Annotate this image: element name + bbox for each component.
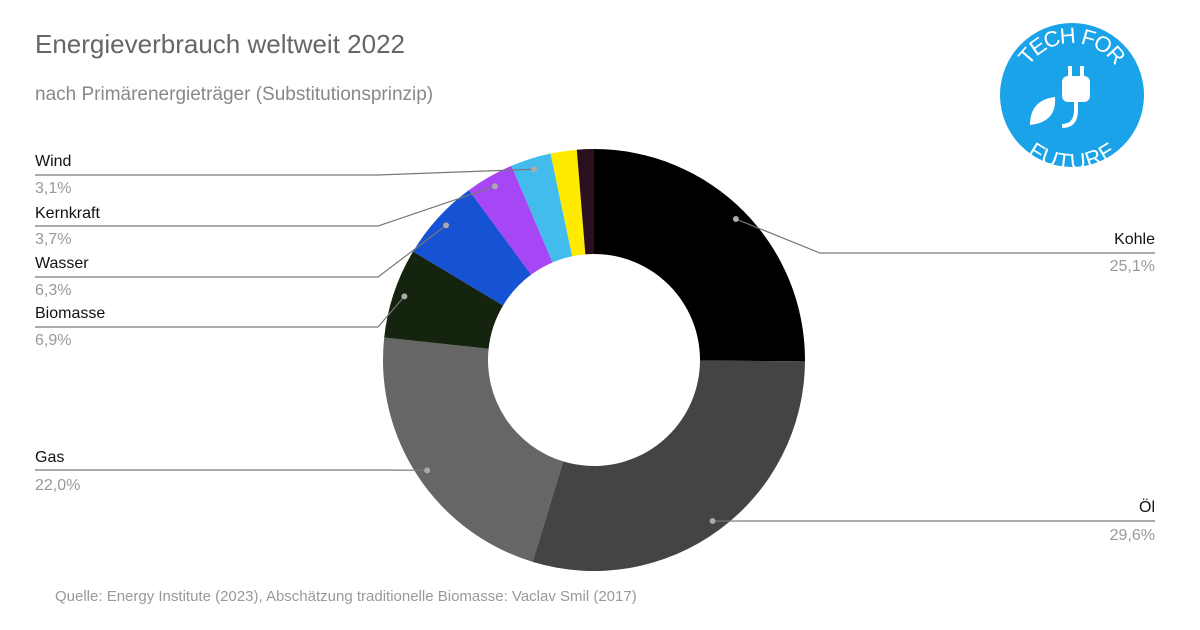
chart-subtitle: nach Primärenergieträger (Substitutionsp… — [35, 84, 433, 105]
leader-line — [35, 224, 447, 278]
leader-dot — [732, 216, 739, 223]
chart-title: Energieverbrauch weltweit 2022 — [35, 29, 405, 59]
donut-segment — [550, 149, 586, 257]
donut-segment — [383, 337, 564, 562]
donut-segment — [594, 149, 805, 362]
source: Quelle: Energy Institute (2023), Abschät… — [55, 588, 637, 605]
segment-label: Wasser — [35, 255, 89, 272]
logo-leaf — [1030, 97, 1056, 125]
leader-line — [735, 218, 1155, 254]
leader-line — [35, 168, 535, 176]
value-label: 25,1% — [1110, 258, 1155, 275]
value-label: 6,3% — [35, 282, 71, 299]
leader-line — [35, 185, 496, 227]
donut-segment — [532, 360, 805, 571]
leader-dot — [491, 183, 498, 190]
logo-icon — [1061, 66, 1090, 128]
segment-label: Biomasse — [35, 305, 105, 322]
leader-dot — [709, 518, 716, 525]
value-label: 3,7% — [35, 231, 71, 248]
segment-label: Öl — [1139, 498, 1155, 516]
segment-label: Kohle — [1114, 231, 1155, 248]
leader-dot — [401, 293, 408, 300]
value-label: 22,0% — [35, 477, 80, 494]
leader-line — [35, 296, 405, 328]
leader-dot — [530, 166, 537, 173]
value-label: 6,9% — [35, 332, 71, 349]
value-label: 29,6% — [1110, 527, 1155, 544]
donut-segment — [468, 165, 553, 275]
segment-label: Gas — [35, 449, 64, 466]
donut-segment — [413, 190, 532, 306]
leader-dot — [443, 222, 450, 229]
logo: TECH FOR FUTURE — [1000, 22, 1144, 174]
segment-label: Wind — [35, 153, 71, 170]
leader-dot — [424, 467, 431, 474]
donut-segment — [384, 251, 504, 349]
donut-segment — [511, 153, 573, 263]
donut-segment — [576, 149, 594, 255]
segment-label: Kernkraft — [35, 205, 100, 222]
value-label: 3,1% — [35, 180, 71, 197]
